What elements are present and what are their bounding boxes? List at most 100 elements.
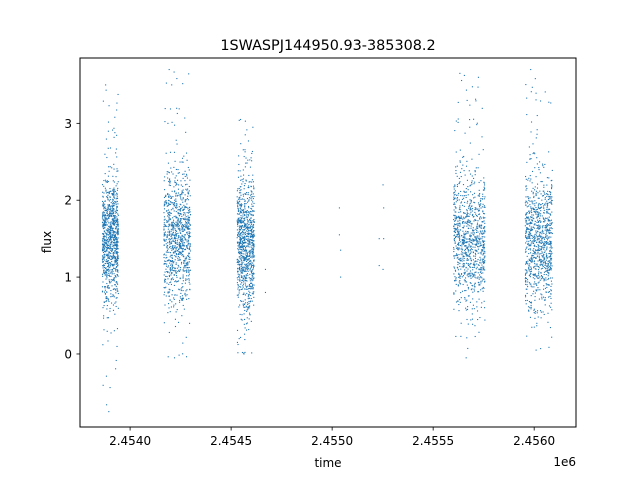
data-point bbox=[252, 277, 254, 280]
data-point bbox=[106, 244, 108, 246]
data-point bbox=[459, 205, 461, 207]
data-point bbox=[182, 173, 184, 175]
data-point bbox=[117, 255, 119, 257]
data-point bbox=[454, 241, 456, 243]
data-point bbox=[242, 236, 244, 238]
data-point bbox=[168, 291, 170, 293]
data-point bbox=[467, 276, 469, 278]
data-point bbox=[176, 309, 178, 311]
data-point bbox=[529, 158, 531, 160]
data-point bbox=[247, 274, 249, 276]
data-point bbox=[109, 262, 111, 264]
data-point bbox=[250, 236, 252, 238]
data-point bbox=[250, 260, 252, 262]
data-point bbox=[466, 299, 468, 301]
data-point bbox=[108, 170, 110, 172]
data-point bbox=[478, 264, 480, 266]
data-point bbox=[538, 237, 540, 240]
data-point bbox=[106, 259, 108, 261]
data-point bbox=[250, 270, 253, 272]
data-point bbox=[181, 199, 183, 201]
data-point bbox=[101, 273, 104, 275]
data-point bbox=[106, 277, 108, 279]
data-point bbox=[464, 132, 466, 134]
data-point bbox=[176, 240, 178, 242]
data-point bbox=[253, 244, 255, 246]
data-point bbox=[112, 219, 114, 221]
data-point bbox=[471, 229, 474, 231]
data-point bbox=[247, 211, 249, 213]
data-point bbox=[186, 241, 188, 243]
data-point bbox=[102, 237, 104, 239]
data-point bbox=[102, 225, 104, 227]
data-point bbox=[187, 233, 189, 235]
data-point bbox=[529, 307, 531, 309]
data-point bbox=[165, 257, 167, 259]
data-point bbox=[338, 234, 340, 236]
data-point bbox=[115, 292, 117, 294]
data-point bbox=[171, 301, 173, 303]
data-point bbox=[525, 272, 527, 274]
data-point bbox=[109, 240, 111, 242]
data-point bbox=[544, 163, 546, 165]
data-point bbox=[484, 280, 486, 282]
data-point bbox=[459, 260, 461, 262]
data-point bbox=[550, 293, 552, 295]
data-point bbox=[472, 252, 475, 254]
data-point bbox=[173, 205, 175, 207]
data-point bbox=[103, 272, 105, 274]
data-point bbox=[241, 248, 243, 251]
data-point bbox=[243, 242, 245, 244]
data-point bbox=[539, 235, 541, 237]
data-point bbox=[246, 256, 248, 258]
data-point bbox=[482, 286, 484, 289]
data-point bbox=[102, 211, 105, 213]
data-point bbox=[246, 230, 248, 232]
data-point bbox=[113, 247, 115, 249]
data-point bbox=[470, 274, 472, 276]
data-point bbox=[527, 281, 529, 283]
data-point bbox=[170, 237, 172, 239]
data-point bbox=[240, 288, 242, 291]
data-point bbox=[245, 245, 247, 247]
data-point bbox=[243, 235, 245, 237]
data-point bbox=[238, 263, 241, 265]
data-point bbox=[455, 280, 457, 282]
data-point bbox=[453, 202, 455, 204]
data-point bbox=[539, 190, 541, 192]
data-point bbox=[110, 293, 112, 295]
data-point bbox=[180, 184, 182, 186]
data-point bbox=[107, 263, 110, 265]
data-point bbox=[476, 215, 478, 217]
data-point bbox=[457, 284, 459, 286]
data-point bbox=[459, 280, 461, 282]
data-point bbox=[537, 275, 539, 277]
data-point bbox=[536, 133, 538, 135]
data-point bbox=[465, 266, 467, 268]
data-point bbox=[109, 211, 111, 213]
data-point bbox=[102, 246, 104, 248]
data-point bbox=[464, 298, 466, 300]
data-point bbox=[110, 223, 112, 225]
data-point bbox=[112, 199, 115, 201]
data-point bbox=[167, 266, 169, 268]
data-point bbox=[526, 206, 528, 208]
data-point bbox=[481, 198, 483, 200]
data-point bbox=[524, 225, 526, 227]
data-point bbox=[179, 299, 181, 302]
data-point bbox=[114, 261, 116, 263]
data-point bbox=[237, 248, 239, 250]
data-point bbox=[115, 239, 117, 241]
data-point bbox=[534, 317, 536, 319]
data-point bbox=[525, 277, 528, 280]
data-point bbox=[550, 302, 552, 304]
data-point bbox=[169, 267, 172, 269]
data-point bbox=[182, 197, 184, 199]
data-point bbox=[178, 259, 180, 261]
data-point bbox=[531, 202, 533, 204]
data-point bbox=[245, 305, 247, 307]
data-point bbox=[178, 241, 180, 243]
data-point bbox=[528, 177, 530, 179]
data-point bbox=[179, 229, 181, 231]
data-point bbox=[474, 264, 476, 266]
